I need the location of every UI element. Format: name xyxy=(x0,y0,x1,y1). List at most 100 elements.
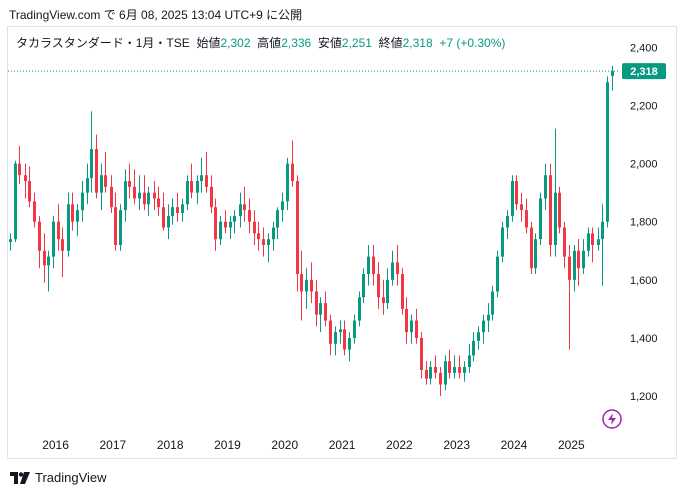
candle-body xyxy=(219,221,222,240)
price-tick-label: 2,200 xyxy=(630,100,658,112)
legend-close-value: 2,318 xyxy=(402,36,433,50)
candle-body xyxy=(90,149,93,179)
legend-change-value: +7 (+0.30%) xyxy=(439,36,506,50)
chart-legend: タカラスタンダード・1月・TSE 始値2,302 高値2,336 安値2,251… xyxy=(16,34,505,51)
candle-body xyxy=(71,204,74,222)
chart-frame xyxy=(7,26,677,459)
candle-body xyxy=(439,372,442,385)
candle-body xyxy=(147,192,150,205)
time-tick-label: 2025 xyxy=(558,438,585,452)
candle-body xyxy=(591,233,594,245)
time-tick-label: 2023 xyxy=(443,438,470,452)
time-tick-label: 2020 xyxy=(271,438,298,452)
candle-body xyxy=(128,181,131,187)
candle-body xyxy=(110,186,113,208)
candle-body xyxy=(468,355,471,368)
candle-body xyxy=(291,163,294,182)
candle-body xyxy=(372,256,375,275)
price-tick-label: 1,400 xyxy=(630,333,658,345)
price-tick-label: 1,800 xyxy=(630,217,658,229)
candle-body xyxy=(487,314,490,321)
candle-body xyxy=(425,369,428,379)
candle-body xyxy=(358,297,361,321)
publish-caption: TradingView.com で 6月 08, 2025 13:04 UTC+… xyxy=(9,8,303,22)
last-price-badge-text: 2,318 xyxy=(630,66,658,78)
time-tick-label: 2019 xyxy=(214,438,241,452)
candle-body xyxy=(224,221,227,228)
candle-body xyxy=(511,181,514,216)
candle-body xyxy=(448,361,451,373)
candle-body xyxy=(405,308,408,333)
candle-body xyxy=(339,329,342,333)
candle-body xyxy=(229,221,232,228)
candle-body xyxy=(611,71,614,76)
candle-body xyxy=(157,198,160,208)
candle-body xyxy=(525,210,528,228)
legend-open-label: 始値 xyxy=(196,36,221,50)
candle-body xyxy=(582,250,585,269)
candle-body xyxy=(515,181,518,205)
candle-body xyxy=(434,367,437,373)
candle-body xyxy=(482,320,485,333)
candle-body xyxy=(14,163,17,240)
candle-body xyxy=(558,192,561,228)
candle-body xyxy=(47,256,50,266)
candle-body xyxy=(362,274,365,298)
legend-open-value: 2,302 xyxy=(220,36,251,50)
candlestick-chart[interactable]: 2,400 2,200 2,000 1,800 1,600 1,400 1,200 2016… xyxy=(0,0,684,460)
candle-body xyxy=(410,320,413,333)
candle-body xyxy=(353,320,356,338)
candle-body xyxy=(458,367,461,373)
candle-body xyxy=(506,215,509,228)
candle-body xyxy=(233,215,236,222)
candle-body xyxy=(257,233,260,240)
candle-body xyxy=(463,367,466,373)
tradingview-logo-icon xyxy=(10,471,30,484)
price-axis[interactable]: 2,400 2,200 2,000 1,800 1,600 1,400 1,200 xyxy=(630,42,658,403)
candle-body xyxy=(276,210,279,228)
candle-body xyxy=(477,332,480,341)
candle-body xyxy=(205,175,208,187)
candle-body xyxy=(214,207,217,240)
candle-body xyxy=(539,198,542,240)
price-tick-label: 1,200 xyxy=(630,391,658,403)
candles-group xyxy=(9,65,614,397)
candle-body xyxy=(305,279,308,292)
candle-body xyxy=(568,256,571,280)
legend-high-label: 高値 xyxy=(257,36,282,50)
legend-symbol: タカラスタンダード・1月・TSE xyxy=(16,36,190,50)
candle-body xyxy=(601,221,604,240)
candle-body xyxy=(377,274,380,298)
candle-body xyxy=(534,239,537,269)
candle-body xyxy=(444,361,447,385)
lightning-bolt-icon[interactable] xyxy=(602,409,622,429)
legend-low-label: 安値 xyxy=(317,36,342,50)
candle-body xyxy=(334,332,337,344)
candle-body xyxy=(181,204,184,214)
candle-body xyxy=(597,239,600,245)
candle-body xyxy=(329,320,332,344)
footer: TradingView xyxy=(10,470,107,485)
candle-body xyxy=(300,274,303,292)
time-axis[interactable]: 2016 2017 2018 2019 2020 2021 2022 2023 2024 2025 xyxy=(42,438,585,452)
candle-body xyxy=(24,175,27,182)
candle-body xyxy=(420,337,423,370)
last-price-badge: 2,318 xyxy=(622,63,666,80)
price-tick-label: 2,400 xyxy=(630,42,658,54)
legend-close-label: 終値 xyxy=(378,36,403,50)
price-tick-label: 2,000 xyxy=(630,159,658,171)
candle-body xyxy=(382,297,385,304)
candle-body xyxy=(281,201,284,211)
candle-body xyxy=(248,210,251,222)
candle-body xyxy=(196,181,199,193)
candle-body xyxy=(76,210,79,222)
candle-body xyxy=(520,204,523,211)
candle-body xyxy=(415,320,418,338)
candle-body xyxy=(386,279,389,304)
candle-body xyxy=(319,303,322,315)
candle-body xyxy=(9,239,12,243)
time-tick-label: 2017 xyxy=(100,438,127,452)
candle-body xyxy=(401,274,404,309)
footer-brand: TradingView xyxy=(35,470,107,485)
candle-body xyxy=(67,204,70,251)
